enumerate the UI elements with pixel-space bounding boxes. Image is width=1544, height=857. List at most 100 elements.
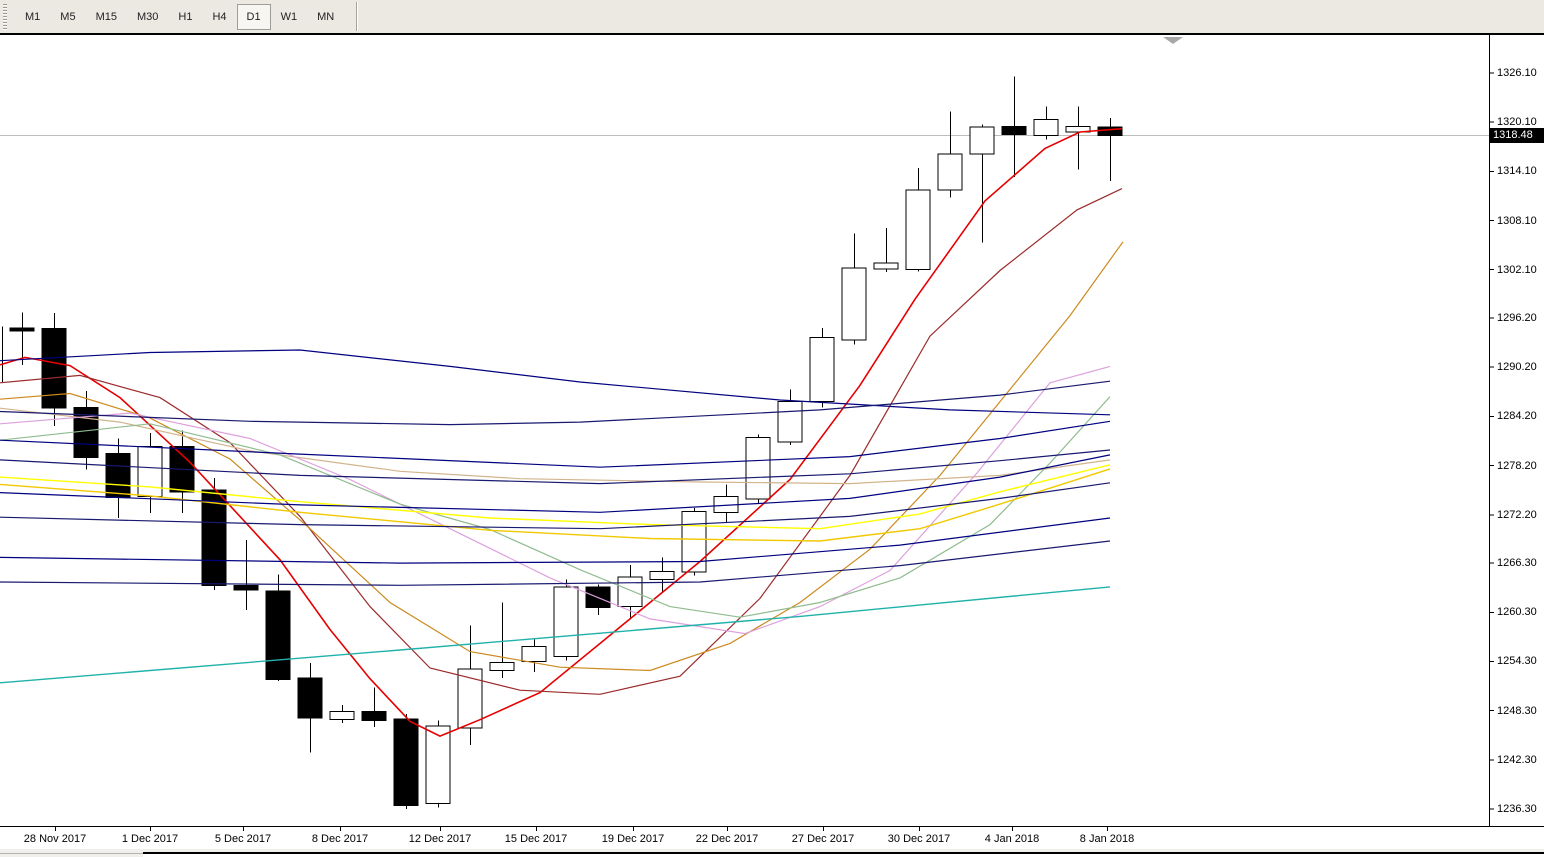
- ma-navy-6: [0, 482, 1111, 530]
- candle: [777, 389, 803, 446]
- price-tick-label: 1326.10: [1497, 67, 1537, 79]
- price-tick-label: 1290.20: [1497, 361, 1537, 374]
- ma-navy-8: [0, 540, 1111, 586]
- price-axis[interactable]: 1318.48 1326.10 1320.10 1314.10 1308.10 1302…: [1490, 35, 1544, 826]
- timeframe-button-d1[interactable]: D1: [236, 3, 271, 30]
- price-tick-label: 1272.20: [1497, 508, 1537, 521]
- timeframe-button-m30[interactable]: M30: [136, 10, 159, 23]
- timeframe-button-h4[interactable]: H4: [212, 10, 227, 23]
- candle: [393, 713, 419, 810]
- time-tick: [536, 827, 537, 831]
- ma-plum: [0, 365, 1111, 635]
- time-tick-label: 5 Dec 2017: [214, 833, 272, 845]
- candle: [329, 704, 355, 723]
- candle: [745, 434, 771, 505]
- time-tick: [55, 827, 56, 831]
- candle: [649, 557, 675, 592]
- timeframe-button-w1[interactable]: W1: [280, 10, 298, 23]
- time-tick-label: 19 Dec 2017: [601, 833, 665, 845]
- candle: [969, 124, 995, 243]
- price-tick-label: 1254.30: [1497, 655, 1537, 668]
- timeframe-button-mn[interactable]: MN: [317, 10, 335, 23]
- candle: [41, 313, 67, 427]
- candle: [809, 327, 835, 408]
- candle: [1065, 106, 1091, 170]
- price-chart-canvas[interactable]: [0, 35, 1544, 826]
- price-tick-label: 1236.30: [1497, 803, 1537, 815]
- time-tick-label: 1 Dec 2017: [121, 833, 179, 845]
- ma-yellow: [0, 464, 1111, 530]
- bottom-divider-line: [0, 853, 143, 854]
- price-tick-label: 1308.10: [1497, 214, 1537, 227]
- price-tick-label: 1260.30: [1497, 606, 1537, 619]
- candle: [713, 484, 739, 523]
- toolbar-grip-handle[interactable]: [3, 3, 7, 30]
- time-tick-label: 8 Dec 2017: [311, 833, 369, 845]
- time-tick-label: 8 Jan 2018: [1079, 833, 1135, 845]
- time-tick-label: 15 Dec 2017: [504, 833, 568, 845]
- candle: [1033, 106, 1059, 140]
- candle: [553, 579, 579, 661]
- candle: [425, 720, 451, 808]
- chart-area[interactable]: [0, 35, 1544, 826]
- time-tick: [340, 827, 341, 831]
- ma-navy-2: [0, 380, 1111, 426]
- ma-teal: [0, 586, 1111, 684]
- candle: [297, 663, 323, 753]
- ma-maroon: [0, 188, 1123, 695]
- ma-navy-1: [0, 349, 1111, 416]
- ma-red: [0, 127, 1123, 737]
- timeframe-button-m5[interactable]: M5: [60, 10, 76, 23]
- candle: [937, 111, 963, 198]
- price-tick-label: 1284.20: [1497, 410, 1537, 423]
- time-tick-label: 4 Jan 2018: [984, 833, 1040, 845]
- time-tick: [150, 827, 151, 831]
- price-tick-label: 1266.30: [1497, 557, 1537, 570]
- timeframe-button-h1[interactable]: H1: [178, 10, 193, 23]
- candle: [905, 168, 931, 272]
- docked-panel-edge-handle[interactable]: [143, 852, 1544, 857]
- time-tick: [243, 827, 244, 831]
- time-axis-border: [0, 826, 1544, 827]
- candle: [457, 625, 483, 746]
- time-tick: [1012, 827, 1013, 831]
- ma-green: [0, 396, 1111, 618]
- time-tick-label: 22 Dec 2017: [695, 833, 759, 845]
- time-tick: [727, 827, 728, 831]
- candle: [521, 639, 547, 673]
- price-tick-label: 1302.10: [1497, 263, 1537, 276]
- time-tick-label: 30 Dec 2017: [887, 833, 951, 845]
- candle: [265, 574, 291, 682]
- time-tick-label: 28 Nov 2017: [23, 833, 87, 845]
- ma-navy-7: [0, 517, 1111, 564]
- candle: [361, 687, 387, 728]
- timeframe-buttons: M1 M5 M15 M30 H1 H4 D1 W1 MN: [15, 3, 344, 30]
- time-axis[interactable]: 28 Nov 2017 1 Dec 2017 5 Dec 2017 8 Dec 201…: [0, 827, 1544, 849]
- price-tick-label: 1296.20: [1497, 312, 1537, 325]
- ma-orange: [0, 241, 1124, 672]
- candle: [1097, 118, 1123, 182]
- price-tick-label: 1248.30: [1497, 704, 1537, 717]
- price-tick-label: 1242.30: [1497, 753, 1537, 766]
- ma-navy-3: [0, 420, 1111, 468]
- docked-panel-top-edge: [0, 849, 1544, 857]
- candle: [105, 438, 131, 519]
- time-tick: [823, 827, 824, 831]
- candle: [841, 233, 867, 345]
- candle: [137, 432, 163, 514]
- time-tick: [1107, 827, 1108, 831]
- candle: [617, 564, 643, 620]
- ma-navy-5: [0, 454, 1111, 513]
- candle: [681, 508, 707, 576]
- time-tick: [919, 827, 920, 831]
- timeframes-toolbar: M1 M5 M15 M30 H1 H4 D1 W1 MN: [0, 0, 1544, 35]
- candle: [873, 227, 899, 273]
- time-tick: [440, 827, 441, 831]
- timeframe-button-m1[interactable]: M1: [25, 10, 41, 23]
- ma-navy-4: [0, 449, 1111, 485]
- candle: [233, 540, 259, 610]
- timeframe-button-m15[interactable]: M15: [95, 10, 117, 23]
- chart-shift-marker-icon[interactable]: [1163, 37, 1183, 44]
- candle: [585, 584, 611, 615]
- time-tick: [633, 827, 634, 831]
